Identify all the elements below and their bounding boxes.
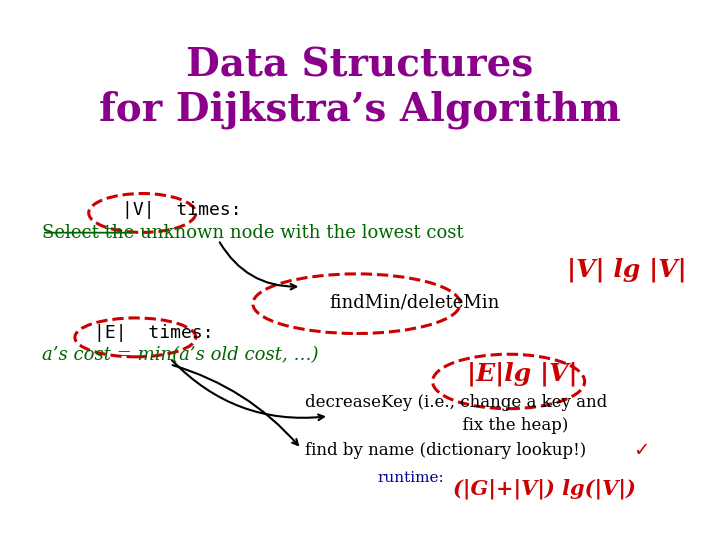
Text: |E|  times:: |E| times: bbox=[94, 324, 214, 342]
Text: |E|lg |V|: |E|lg |V| bbox=[467, 361, 577, 386]
Text: |V|  times:: |V| times: bbox=[122, 201, 241, 219]
Text: (|G|+|V|) lg(|V|): (|G|+|V|) lg(|V|) bbox=[454, 478, 636, 499]
Text: Data Structures: Data Structures bbox=[186, 46, 534, 84]
Text: |V| lg |V|: |V| lg |V| bbox=[567, 258, 687, 282]
Text: for Dijkstra’s Algorithm: for Dijkstra’s Algorithm bbox=[99, 90, 621, 129]
Text: find by name (dictionary lookup!): find by name (dictionary lookup!) bbox=[305, 442, 586, 459]
Text: a’s cost = min(a’s old cost, …): a’s cost = min(a’s old cost, …) bbox=[42, 347, 318, 364]
Text: decreaseKey (i.e., change a key and
                              fix the heap): decreaseKey (i.e., change a key and fix … bbox=[305, 394, 607, 434]
Text: ✓: ✓ bbox=[633, 441, 649, 460]
Text: Select the unknown node with the lowest cost: Select the unknown node with the lowest … bbox=[42, 224, 464, 242]
Text: findMin/deleteMin: findMin/deleteMin bbox=[329, 293, 499, 311]
Text: runtime:: runtime: bbox=[377, 471, 444, 485]
